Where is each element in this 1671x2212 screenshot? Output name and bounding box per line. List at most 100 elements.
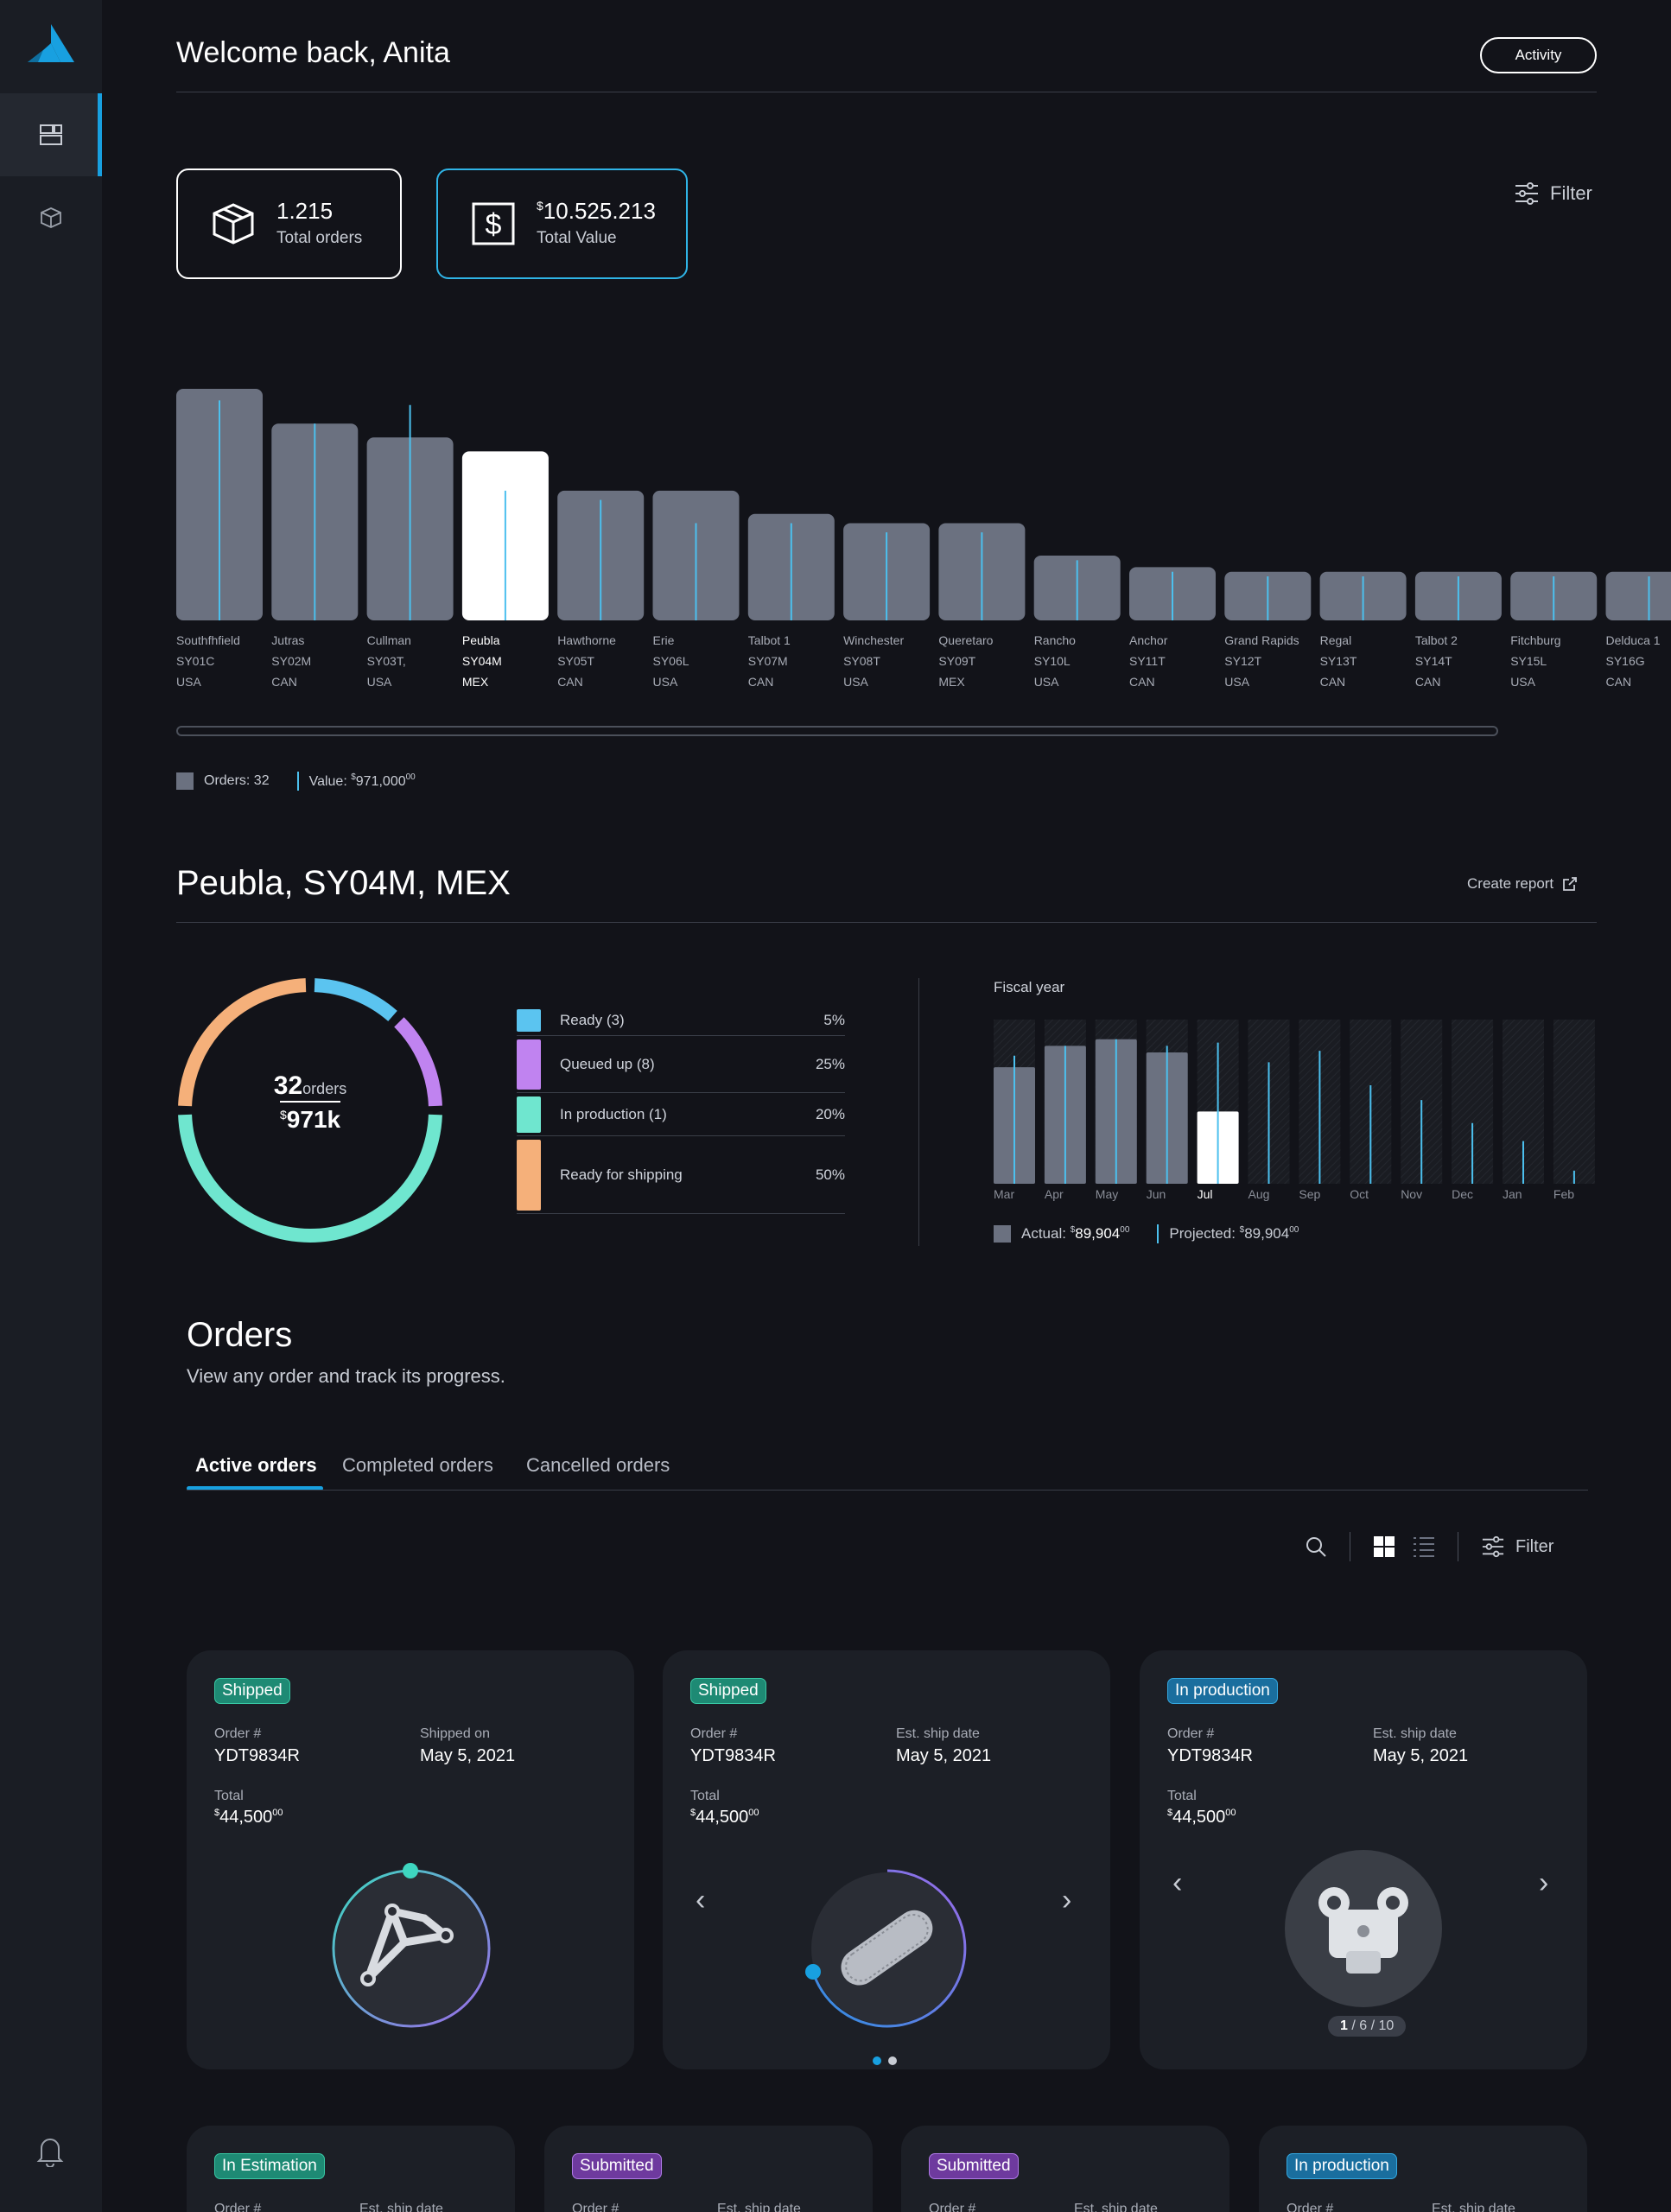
sidebar-item-dashboard[interactable] — [0, 93, 102, 176]
carousel-dot[interactable] — [873, 2056, 881, 2065]
month-label: Dec — [1452, 1187, 1473, 1201]
order-total: $44,50000 — [214, 1808, 283, 1827]
tick-label: USA — [653, 675, 678, 689]
box-icon — [41, 207, 61, 228]
box-icon — [213, 203, 254, 245]
sites-chart-legend: Orders: 32 Value: $971,00000 — [176, 772, 416, 791]
status-row[interactable]: Queued up (8) 25% — [517, 1036, 845, 1093]
chevron-right-icon[interactable]: › — [1539, 1866, 1549, 1899]
order-card[interactable]: Submitted Order # Est. ship date — [901, 2126, 1229, 2212]
month-label: Apr — [1045, 1187, 1064, 1201]
search-icon[interactable] — [1305, 1535, 1327, 1558]
bell-icon[interactable] — [35, 2134, 66, 2167]
chevron-left-icon[interactable]: ‹ — [1172, 1866, 1183, 1899]
status-row[interactable]: Ready (3) 5% — [517, 1005, 845, 1036]
tick-label: CAN — [748, 675, 774, 689]
status-badge: In Estimation — [214, 2153, 325, 2179]
status-row[interactable]: Ready for shipping 50% — [517, 1136, 845, 1214]
total-value-card[interactable]: $ $10.525.213 Total Value — [436, 168, 688, 279]
create-report-link[interactable]: Create report — [1467, 875, 1578, 893]
ship-date: May 5, 2021 — [1373, 1746, 1469, 1765]
order-card[interactable]: In production Order # Est. ship date — [1259, 2126, 1587, 2212]
order-card[interactable]: Shipped Order # YDT9834R Shipped on May … — [187, 1650, 634, 2069]
image-counter: 1 / 6 / 10 — [1328, 2016, 1407, 2037]
sidebar — [0, 0, 102, 2212]
chevron-right-icon[interactable]: › — [1062, 1884, 1072, 1916]
page-title: Welcome back, Anita — [176, 36, 450, 69]
donut-order-unit: orders — [302, 1080, 347, 1097]
carousel-dots — [873, 2056, 897, 2065]
date-label: Est. ship date — [717, 2202, 801, 2212]
part-preview-icon — [332, 1863, 491, 2028]
date-label: Est. ship date — [1373, 1726, 1457, 1741]
orders-toolbar: Filter — [1305, 1531, 1553, 1562]
dollar-icon: $ — [472, 202, 515, 245]
external-link-icon — [1563, 877, 1578, 891]
orders-title: Orders — [187, 1316, 293, 1354]
grid-view-icon[interactable] — [1373, 1535, 1395, 1558]
total-orders-card[interactable]: 1.215 Total orders — [176, 168, 402, 279]
activity-button[interactable]: Activity — [1480, 37, 1597, 73]
tick-label: Rancho — [1034, 633, 1076, 647]
order-card[interactable]: In production Order # YDT9834R Est. ship… — [1140, 1650, 1587, 2069]
tick-label: CAN — [271, 675, 297, 689]
total-orders-label: Total orders — [276, 229, 363, 247]
status-row[interactable]: In production (1) 20% — [517, 1093, 845, 1136]
tick-label: SY05T — [557, 654, 594, 668]
tab-completed-orders[interactable]: Completed orders — [342, 1454, 493, 1476]
chevron-left-icon[interactable]: ‹ — [696, 1884, 706, 1916]
filter-label: Filter — [1550, 182, 1592, 204]
bar-orders — [1605, 571, 1671, 620]
month-label: Jul — [1198, 1187, 1213, 1201]
order-number-label: Order # — [1287, 2202, 1334, 2212]
order-card[interactable]: Submitted Order # Est. ship date — [544, 2126, 873, 2212]
location-divider — [176, 922, 1597, 923]
tick-label: SY06L — [653, 654, 689, 668]
donut-slice — [314, 978, 397, 1022]
legend-value: Value: $971,00000 — [308, 772, 416, 789]
order-number-label: Order # — [690, 1726, 738, 1741]
status-badge: Shipped — [214, 1678, 290, 1704]
tab-active-orders[interactable]: Active orders — [195, 1454, 317, 1476]
tick-label: Delduca 1 — [1606, 633, 1661, 647]
tick-label: CAN — [557, 675, 583, 689]
date-label: Est. ship date — [359, 2202, 443, 2212]
fiscal-year-chart: Mar Apr May Jun Jul Aug Sep Oct Nov Dec Jan Feb — [994, 1020, 1595, 1201]
status-badge: Shipped — [690, 1678, 766, 1704]
status-badge: Submitted — [572, 2153, 662, 2179]
filter-button[interactable]: Filter — [1514, 181, 1592, 206]
month-label: Sep — [1299, 1187, 1320, 1201]
order-number-label: Order # — [572, 2202, 619, 2212]
list-view-icon[interactable] — [1413, 1535, 1435, 1558]
dashboard-icon — [40, 124, 62, 145]
sidebar-item-products[interactable] — [0, 176, 102, 259]
status-swatch — [517, 1139, 541, 1211]
tick-label: MEX — [938, 675, 965, 689]
status-swatch — [517, 1096, 541, 1133]
tick-label: SY08T — [843, 654, 880, 668]
tick-label: SY11T — [1129, 654, 1166, 668]
tick-label: SY04M — [462, 654, 502, 668]
order-number-label: Order # — [1167, 1726, 1215, 1741]
tick-label: SY01C — [176, 654, 214, 668]
donut-slice — [394, 1017, 442, 1107]
orders-filter-button[interactable]: Filter — [1481, 1535, 1553, 1558]
tick-label: CAN — [1415, 675, 1441, 689]
order-card[interactable]: In Estimation Order # Est. ship date — [187, 2126, 515, 2212]
tick-label: Erie — [653, 633, 675, 647]
month-label: Mar — [994, 1187, 1014, 1201]
tab-cancelled-orders[interactable]: Cancelled orders — [526, 1454, 670, 1476]
orders-subtitle: View any order and track its progress. — [187, 1365, 505, 1387]
app-logo[interactable] — [28, 24, 74, 69]
tick-label: Queretaro — [938, 633, 993, 647]
tick-label: SY15L — [1510, 654, 1547, 668]
tick-label: MEX — [462, 675, 489, 689]
sites-bar-chart: Southfhfield SY01C USA Jutras SY02M CAN Cullma… — [176, 389, 1671, 689]
order-card[interactable]: Shipped Order # YDT9834R Est. ship date … — [663, 1650, 1110, 2069]
carousel-dot[interactable] — [888, 2056, 897, 2065]
tick-label: Cullman — [367, 633, 411, 647]
order-number-label: Order # — [214, 1726, 262, 1741]
tick-label: Fitchburg — [1510, 633, 1560, 647]
status-donut-chart — [178, 978, 442, 1243]
chart-scrollbar[interactable] — [176, 726, 1498, 736]
